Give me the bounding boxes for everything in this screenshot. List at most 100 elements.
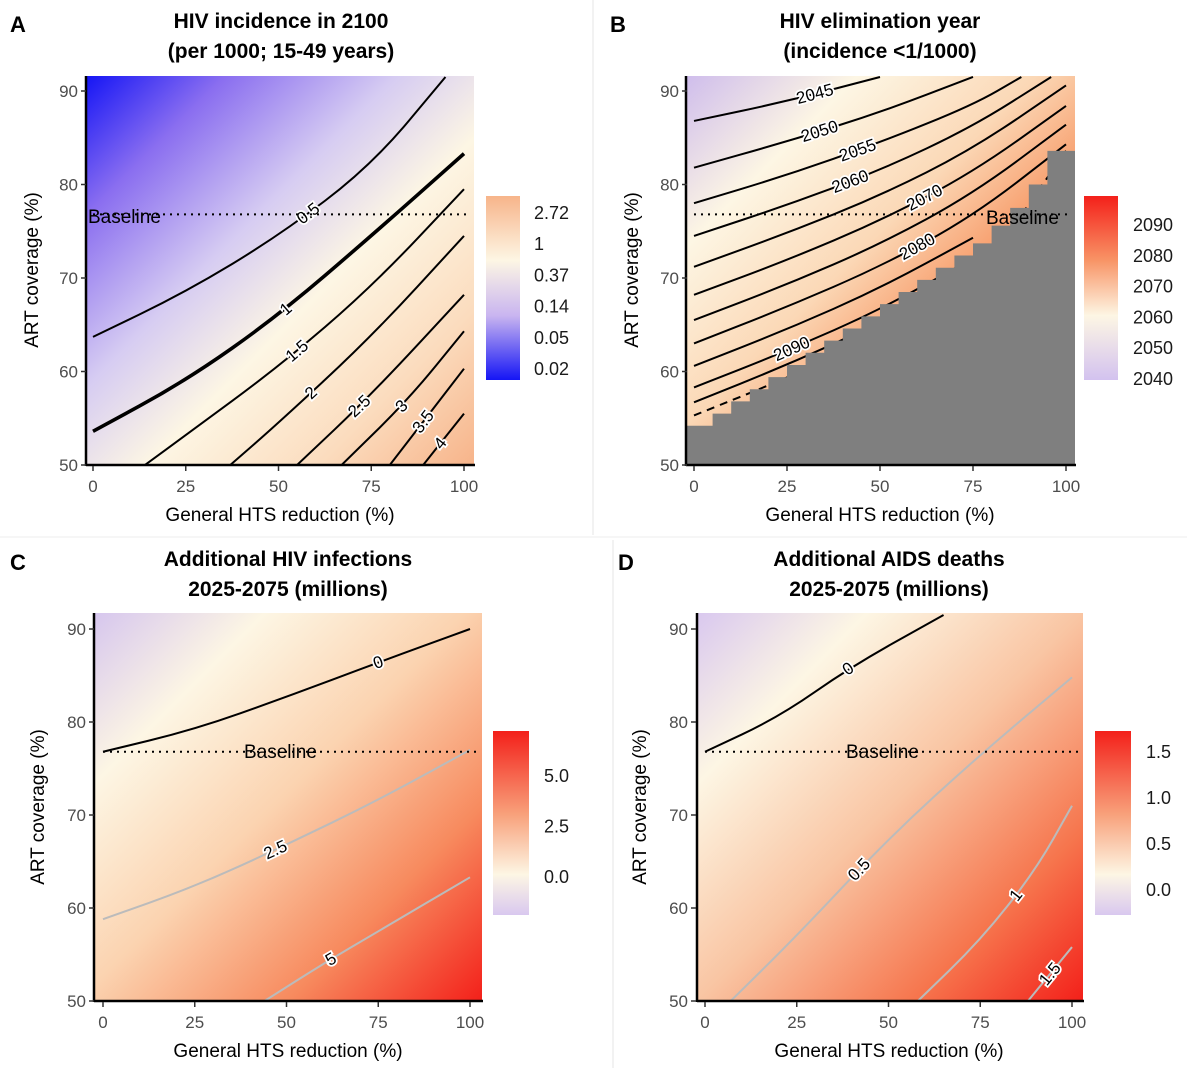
y-tick-label: 90 [669, 620, 688, 639]
panel-c-y-ticks: 50 60 70 80 90 [67, 620, 94, 1011]
y-tick-label: 90 [660, 82, 679, 101]
contour-line [389, 368, 465, 464]
panel-d-heat-surface [697, 613, 1083, 1001]
y-tick-label: 60 [669, 899, 688, 918]
contour-line [693, 105, 1067, 296]
x-tick-label: 0 [700, 1013, 709, 1032]
x-tick-label: 25 [787, 1013, 806, 1032]
panel-b-legend-ticks: 2090 2080 2070 2060 2050 2040 [1119, 215, 1173, 389]
contour-line [693, 76, 1022, 205]
contour-line [693, 236, 974, 367]
panel-b-x-ticks: 0 25 50 75 100 [689, 466, 1080, 496]
panel-d-legend-bar [1095, 731, 1131, 915]
contour-line [917, 805, 1073, 1001]
panel-a-x-ticks: 0 25 50 75 100 [88, 466, 478, 496]
panel-c: C Additional HIV infections 2025-2075 (m… [10, 548, 569, 1062]
x-tick-label: 0 [98, 1013, 107, 1032]
x-tick-label: 75 [362, 477, 381, 496]
x-tick-label: 25 [778, 477, 797, 496]
panel-d-baseline-label: Baseline [846, 742, 919, 763]
x-tick-label: 100 [456, 1013, 484, 1032]
legend-tick-label: 0.05 [534, 328, 569, 348]
y-tick-label: 50 [59, 456, 78, 475]
panel-b-subtitle: (incidence <1/1000) [783, 40, 976, 63]
x-tick-label: 75 [964, 477, 983, 496]
x-tick-label: 0 [689, 477, 698, 496]
contour-line [693, 76, 881, 122]
contour-line [693, 76, 1052, 237]
panel-b-x-label: General HTS reduction (%) [765, 505, 994, 526]
y-tick-label: 80 [669, 713, 688, 732]
panel-letter-a: A [10, 12, 26, 37]
x-tick-label: 50 [277, 1013, 296, 1032]
panel-b-legend-bar [1084, 196, 1118, 380]
contour-line [263, 876, 471, 1001]
legend-tick-label: 1 [534, 234, 544, 254]
contour-line [693, 143, 1067, 345]
x-tick-label: 50 [871, 477, 890, 496]
legend-tick-label: 2040 [1133, 369, 1173, 389]
panel-a-title: HIV incidence in 2100 [174, 10, 389, 33]
y-tick-label: 80 [660, 176, 679, 195]
legend-tick-label: 0.0 [1146, 880, 1171, 900]
contour-line [144, 188, 465, 464]
panel-d-subtitle: 2025-2075 (millions) [789, 578, 989, 601]
x-tick-label: 75 [369, 1013, 388, 1032]
y-tick-label: 70 [67, 806, 86, 825]
panel-a-heat-surface [86, 76, 474, 464]
panel-b-y-label: ART coverage (%) [622, 192, 643, 348]
panel-c-y-label: ART coverage (%) [28, 729, 49, 885]
x-tick-label: 50 [879, 1013, 898, 1032]
contour-line [229, 235, 465, 464]
panel-a-y-label: ART coverage (%) [22, 192, 43, 348]
contour-line [296, 294, 465, 464]
legend-tick-label: 2060 [1133, 307, 1173, 327]
contour-line [102, 749, 471, 921]
contour-line [693, 84, 1067, 268]
y-tick-label: 70 [669, 806, 688, 825]
legend-tick-label: 2050 [1133, 338, 1173, 358]
y-tick-label: 70 [59, 269, 78, 288]
legend-tick-label: 0.5 [1146, 834, 1171, 854]
panel-b-not-eliminated-region [686, 150, 1075, 465]
y-tick-label: 70 [660, 269, 679, 288]
contour-line [693, 76, 974, 169]
panel-d-legend-ticks: 1.5 1.0 0.5 0.0 [1132, 742, 1171, 900]
panel-b: B HIV elimination year (incidence <1/100… [610, 10, 1173, 526]
panel-c-legend-ticks: 5.0 2.5 0.0 [530, 766, 569, 887]
panel-b-title: HIV elimination year [780, 10, 981, 33]
contour-line [92, 76, 447, 338]
legend-tick-label: 2.72 [534, 203, 569, 223]
panel-d-x-ticks: 0 25 50 75 100 [700, 1002, 1086, 1032]
panel-a-contours [92, 76, 466, 464]
contour-line [693, 123, 1067, 322]
legend-tick-label: 2090 [1133, 215, 1173, 235]
x-tick-label: 100 [1052, 477, 1080, 496]
panel-c-legend-bar [493, 731, 529, 915]
panel-c-contours [102, 628, 471, 1001]
panel-b-baseline-label: Baseline [986, 208, 1059, 229]
contour-line [341, 330, 465, 464]
legend-tick-label: 0.37 [534, 265, 569, 285]
contour-line [704, 614, 945, 753]
contour-line [693, 257, 974, 389]
y-tick-label: 50 [67, 992, 86, 1011]
panel-b-y-ticks: 50 60 70 80 90 [660, 82, 687, 475]
panel-a-subtitle: (per 1000; 15-49 years) [168, 40, 394, 63]
contour-line [729, 676, 1073, 1001]
legend-tick-label: 5.0 [544, 766, 569, 786]
legend-tick-label: 2080 [1133, 246, 1173, 266]
x-tick-label: 100 [450, 477, 478, 496]
panel-d-x-label: General HTS reduction (%) [774, 1041, 1003, 1062]
y-tick-label: 80 [59, 176, 78, 195]
panel-d-y-ticks: 50 60 70 80 90 [669, 620, 696, 1011]
panel-a-y-ticks: 50 60 70 80 90 [59, 82, 86, 475]
legend-tick-label: 1.5 [1146, 742, 1171, 762]
x-tick-label: 25 [176, 477, 195, 496]
panel-d-y-label: ART coverage (%) [630, 729, 651, 885]
panel-d: D Additional AIDS deaths 2025-2075 (mill… [618, 548, 1171, 1062]
y-tick-label: 80 [67, 713, 86, 732]
panel-a-x-label: General HTS reduction (%) [165, 505, 394, 526]
panel-letter-b: B [610, 12, 626, 37]
